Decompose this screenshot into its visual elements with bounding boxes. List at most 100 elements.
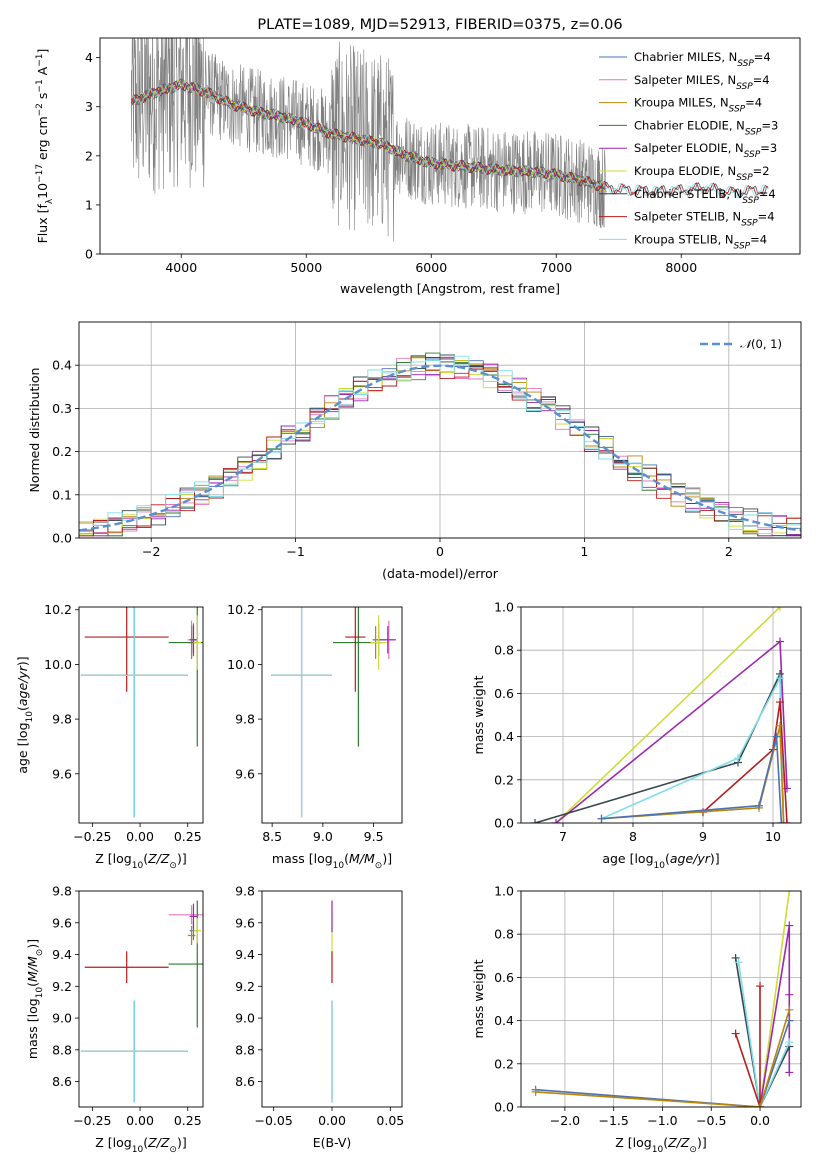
axes-age-vs-mass: 8.5 9.0 9.5 9.6 9.8 10.0 10.2 mass [log10(M/M⊙)… xyxy=(227,602,403,871)
y-tick-label: 9.2 xyxy=(52,979,72,994)
y-tick-label: 3 xyxy=(85,99,93,114)
x-tick-label: 8000 xyxy=(665,260,697,275)
weight-marker xyxy=(531,819,539,823)
weight-marker xyxy=(772,732,781,741)
y-tick-label: 1 xyxy=(85,197,93,212)
weight-line xyxy=(535,1009,791,1107)
y-tick-label: 0.3 xyxy=(52,401,72,416)
model-line-kroupa-stelib xyxy=(130,80,769,199)
x-tick-label: 1 xyxy=(580,544,588,559)
weight-plot xyxy=(531,891,794,1107)
weight-marker xyxy=(756,982,765,991)
errorbar-plot xyxy=(80,900,203,1103)
x-tick-label: 0 xyxy=(436,544,444,559)
y-tick-label: 0.0 xyxy=(52,531,72,546)
weight-marker xyxy=(776,637,784,646)
x-axis-label: Z [log10(Z/Z⊙)] xyxy=(95,851,186,871)
axes-frame xyxy=(78,890,204,1108)
axes-frame xyxy=(261,606,403,824)
weight-marker xyxy=(756,1103,765,1107)
y-tick-label: 9.2 xyxy=(235,979,255,994)
y-axis-label: mass [log10(M/M⊙)] xyxy=(25,939,45,1059)
legend-entry: Kroupa MILES, NSSP=4 xyxy=(634,96,762,115)
legend-entry: Salpeter STELIB, NSSP=4 xyxy=(634,210,775,229)
model-line-salpeter-stelib xyxy=(130,81,769,199)
y-tick-label: 9.8 xyxy=(52,712,72,727)
weight-marker xyxy=(552,819,560,823)
y-tick-label: 2 xyxy=(85,148,93,163)
axes-age-vs-Z: −0.25 0.00 0.25 9.6 9.8 10.0 10.2 Z [log10(Z/Z⊙… xyxy=(15,602,204,871)
y-tick-label: 1.0 xyxy=(494,600,514,615)
y-tick-label: 9.0 xyxy=(52,1011,72,1026)
y-tick-label: 8.6 xyxy=(235,1074,255,1089)
weight-marker xyxy=(734,958,743,967)
x-tick-label: 2 xyxy=(725,544,733,559)
y-tick-label: 9.6 xyxy=(235,766,255,781)
weight-line xyxy=(535,1020,791,1107)
weight-marker xyxy=(777,819,786,823)
axes-massweight-vs-Z: −2.0 −1.5 −1.0 −0.5 0.0 0.0 0.2 0.4 0.6 0.8 1.0 Z [… xyxy=(471,884,802,1155)
y-tick-label: 9.8 xyxy=(235,884,255,899)
x-axis-label: (data-model)/error xyxy=(382,566,499,581)
y-tick-label: 4 xyxy=(85,50,93,65)
axes-spectrum: 4000 5000 6000 7000 8000 0 1 2 3 4 wavelength [Ang… xyxy=(35,37,801,296)
x-tick-label: 7 xyxy=(559,829,567,844)
y-tick-label: 9.4 xyxy=(52,947,72,962)
axes-frame xyxy=(78,606,204,824)
x-tick-label: 10 xyxy=(765,829,781,844)
x-axis-label: wavelength [Angstrom, rest frame] xyxy=(340,281,560,296)
x-tick-label: −0.25 xyxy=(73,1113,111,1128)
axes-massweight-vs-age: 7 8 9 10 0.0 0.2 0.4 0.6 0.8 1.0 age [log10(age/yr… xyxy=(471,600,802,871)
x-tick-label: 4000 xyxy=(165,260,197,275)
legend-entry: Salpeter MILES, NSSP=4 xyxy=(634,73,770,92)
weight-marker xyxy=(776,607,784,611)
y-tick-label: 8.8 xyxy=(52,1042,72,1057)
y-axis-label: mass weight xyxy=(471,959,486,1038)
axes-residuals: −2 −1 0 1 2 0.0 0.1 0.2 0.3 0.4 (data-model)/error… xyxy=(27,321,802,581)
y-tick-label: 0.4 xyxy=(494,1013,514,1028)
normal-curve xyxy=(79,364,801,532)
figure-title: PLATE=1089, MJD=52913, FIBERID=0375, z=0… xyxy=(257,17,622,33)
y-tick-label: 8.8 xyxy=(235,1042,255,1057)
x-tick-label: 5000 xyxy=(290,260,322,275)
x-tick-label: −0.5 xyxy=(696,1113,726,1128)
y-axis-label: mass weight xyxy=(471,675,486,754)
weight-line xyxy=(555,607,781,823)
legend-entry: Salpeter ELODIE, NSSP=3 xyxy=(634,141,777,160)
axes-frame xyxy=(99,37,801,255)
spectrum-plot xyxy=(130,38,769,242)
x-axis-label: Z [log10(Z/Z⊙)] xyxy=(615,1135,706,1155)
axes-frame xyxy=(520,890,802,1108)
y-tick-label: 9.6 xyxy=(52,766,72,781)
errorbar-plot xyxy=(80,607,203,818)
y-tick-label: 10.2 xyxy=(227,602,255,617)
weight-marker xyxy=(785,1068,794,1077)
x-tick-label: 0.0 xyxy=(750,1113,770,1128)
y-axis-label: Normed distribution xyxy=(27,368,42,493)
y-tick-label: 10.0 xyxy=(44,657,72,672)
x-tick-label: −1 xyxy=(286,544,304,559)
axes-mass-vs-EBV: −0.05 0.00 0.05 8.6 8.8 9.0 9.2 9.4 9.6 9.8 E(B-V) xyxy=(235,884,404,1151)
weight-marker xyxy=(731,953,740,962)
y-tick-label: 0.2 xyxy=(494,1056,514,1071)
y-tick-label: 0.6 xyxy=(494,686,514,701)
y-tick-label: 0 xyxy=(85,247,93,262)
x-tick-label: −0.05 xyxy=(255,1113,293,1128)
weight-marker xyxy=(531,1087,540,1096)
weight-marker xyxy=(783,819,791,823)
weight-marker xyxy=(785,990,794,999)
weight-line xyxy=(734,986,761,1107)
y-axis-label: age [log10(age/yr)] xyxy=(15,656,35,773)
y-tick-label: 0.2 xyxy=(494,772,514,787)
x-axis-label: mass [log10(M/M⊙)] xyxy=(272,851,392,871)
y-tick-label: 0.0 xyxy=(494,816,514,831)
legend-entry: Kroupa STELIB, NSSP=4 xyxy=(634,232,767,251)
weight-marker xyxy=(776,721,784,730)
x-tick-label: 0.25 xyxy=(174,829,202,844)
x-tick-label: 7000 xyxy=(540,260,572,275)
weight-line xyxy=(601,675,785,823)
x-tick-label: 8 xyxy=(629,829,637,844)
x-tick-label: −2.0 xyxy=(550,1113,580,1128)
weight-plot xyxy=(531,607,791,823)
y-tick-label: 9.6 xyxy=(52,915,72,930)
